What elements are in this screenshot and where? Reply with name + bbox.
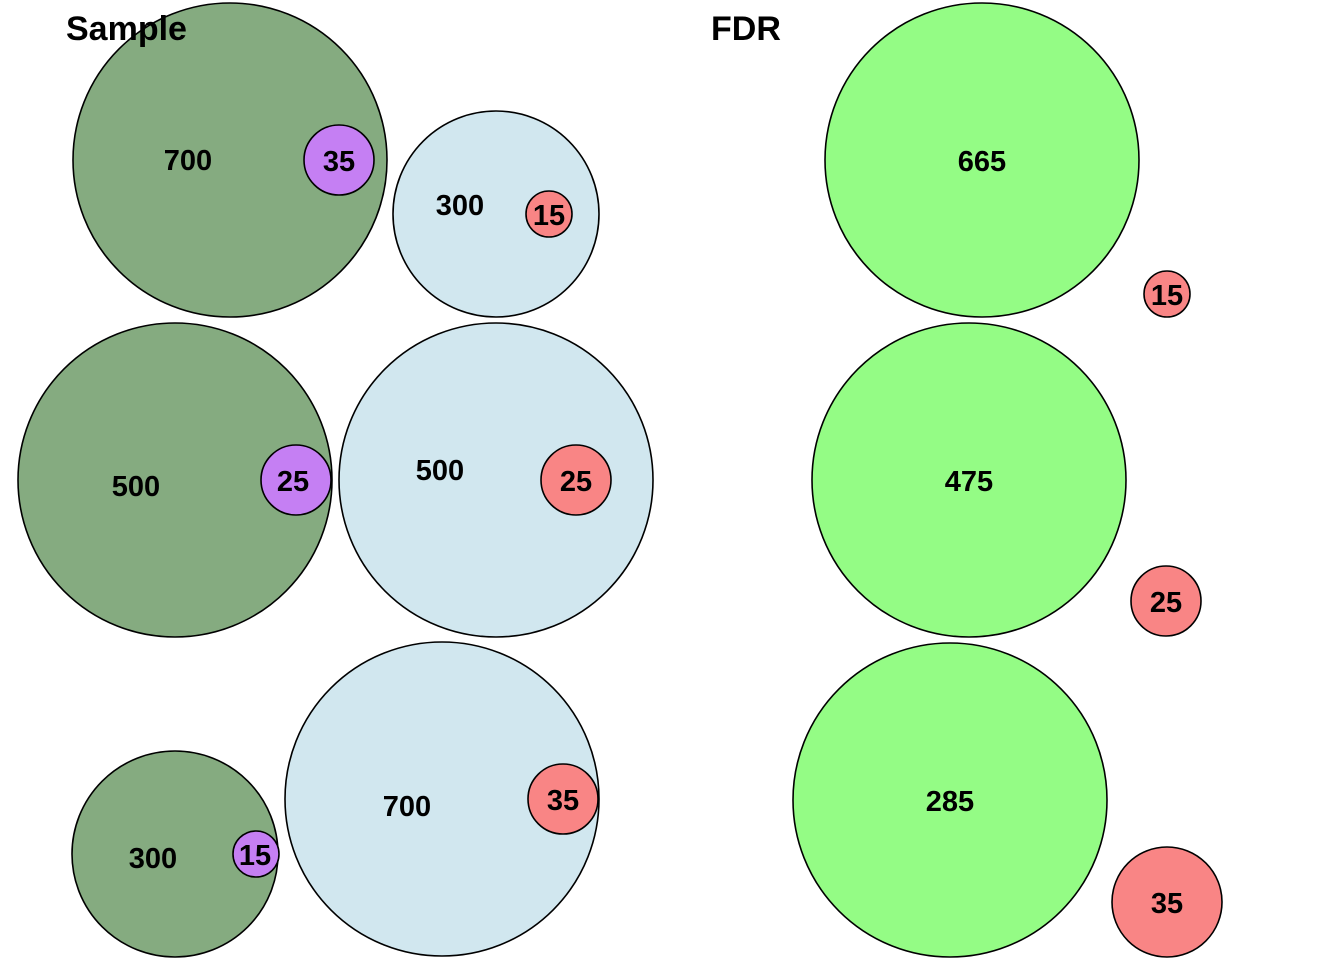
fdr-panel-title: FDR: [711, 10, 781, 48]
fdr-small-label-3: 35: [1151, 888, 1183, 920]
sample-group-6: 700 35: [284, 641, 600, 957]
fdr-big-label-2: 475: [945, 466, 993, 498]
fdr-small-label-1: 15: [1151, 280, 1183, 312]
sample-group-5: 300 15: [71, 750, 280, 958]
fdr-big-label-3: 285: [926, 786, 974, 818]
fdr-big-label-1: 665: [958, 146, 1006, 178]
sample-small-circle-2: [525, 190, 573, 238]
sample-small-circle-4: [540, 444, 612, 516]
fdr-big-circle-2: [811, 322, 1127, 638]
sample-big-circle-2: [392, 110, 600, 318]
sample-small-circle-6: [527, 763, 599, 835]
sample-big-circle-3: [17, 322, 333, 638]
fdr-small-circle-2: [1130, 565, 1202, 637]
fdr-small-circle-3: [1111, 846, 1223, 958]
fdr-small-circle-1: [1143, 270, 1191, 318]
sample-small-circle-5: [232, 830, 280, 878]
sample-big-circle-1: [72, 2, 388, 318]
fdr-big-circle-3: [792, 642, 1108, 958]
sample-small-circle-3: [260, 444, 332, 516]
sample-panel-title: Sample: [66, 10, 187, 48]
sample-big-circle-4: [338, 322, 654, 638]
sample-panel: 700 35 300 15 500 25 500 25 300: [17, 2, 654, 958]
fdr-group-1: 665 15: [824, 2, 1191, 318]
sample-big-label-1: 700: [164, 145, 212, 177]
fdr-panel: 665 15 475 25 285 35 FDR: [711, 2, 1223, 958]
fdr-small-label-2: 25: [1150, 587, 1182, 619]
sample-small-label-6: 35: [547, 785, 579, 817]
fdr-big-circle-1: [824, 2, 1140, 318]
sample-small-label-1: 35: [323, 146, 355, 178]
sample-small-label-3: 25: [277, 466, 309, 498]
sample-big-circle-6: [284, 641, 600, 957]
sample-big-label-6: 700: [383, 791, 431, 823]
sample-big-label-2: 300: [436, 190, 484, 222]
sample-group-2: 300 15: [392, 110, 600, 318]
sample-group-3: 500 25: [17, 322, 333, 638]
sample-group-4: 500 25: [338, 322, 654, 638]
fdr-group-3: 285 35: [792, 642, 1223, 958]
sample-big-label-5: 300: [129, 843, 177, 875]
sample-group-1: 700 35: [72, 2, 388, 318]
sample-small-label-4: 25: [560, 466, 592, 498]
sample-small-label-2: 15: [533, 200, 565, 232]
sample-big-label-3: 500: [112, 471, 160, 503]
sample-big-label-4: 500: [416, 455, 464, 487]
sample-small-circle-1: [303, 124, 375, 196]
sample-small-label-5: 15: [239, 840, 271, 872]
fdr-group-2: 475 25: [811, 322, 1202, 638]
